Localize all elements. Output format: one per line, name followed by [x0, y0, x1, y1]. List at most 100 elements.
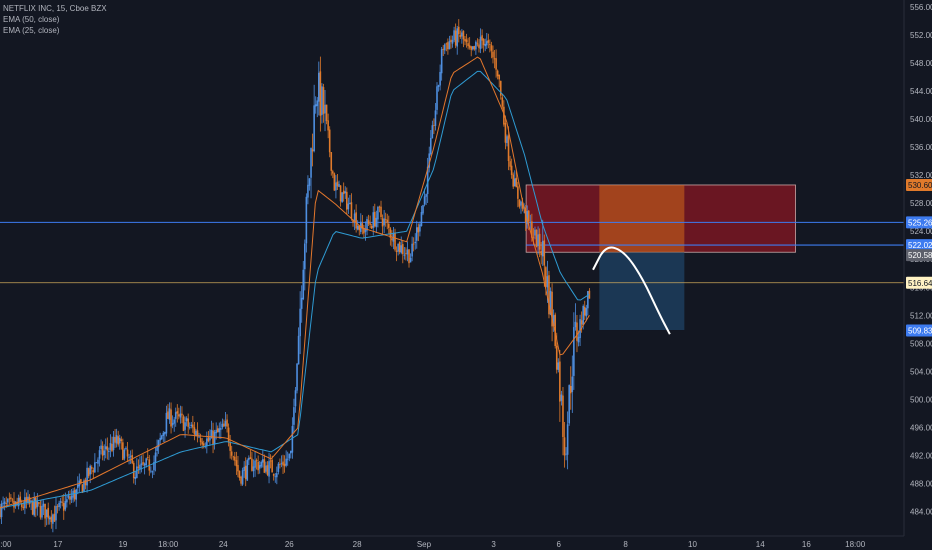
candle-body	[255, 459, 258, 462]
candle-body	[585, 308, 588, 317]
time-tick-label: 16	[802, 540, 811, 549]
candle-body	[170, 409, 172, 427]
candle	[517, 181, 519, 208]
candle-body	[167, 411, 169, 419]
candle-body	[499, 80, 502, 96]
candle-body	[350, 202, 353, 219]
candle	[310, 147, 312, 199]
candle-body	[415, 227, 418, 241]
ema50-line[interactable]	[0, 70, 590, 509]
candle-body	[353, 213, 356, 223]
candle	[104, 438, 107, 459]
candle-body	[106, 446, 109, 451]
candle-body	[363, 228, 365, 234]
candle	[322, 83, 325, 123]
price-tag[interactable]: 522.02	[906, 239, 932, 252]
candle-body	[484, 43, 487, 47]
projection-curve[interactable]	[592, 246, 671, 335]
time-tick-label: 6	[556, 540, 561, 549]
candle-body	[14, 501, 17, 507]
candle	[230, 445, 233, 460]
candle	[324, 89, 326, 132]
candle	[114, 428, 116, 448]
candle-body	[299, 308, 301, 337]
price-tag[interactable]: 525.26	[906, 216, 932, 229]
candle-body	[232, 456, 235, 458]
candle	[55, 496, 57, 530]
candle-body	[47, 507, 50, 519]
candle	[562, 387, 564, 456]
entry-highlight-zone[interactable]	[599, 184, 685, 253]
candle-body	[412, 243, 415, 245]
candle-body	[377, 207, 379, 220]
candle-body	[94, 462, 96, 473]
candle	[232, 455, 235, 461]
candle-body	[409, 257, 412, 263]
candle	[429, 130, 432, 156]
price-tag[interactable]: 516.64	[906, 276, 932, 289]
candle-body	[120, 439, 123, 442]
candle	[411, 236, 413, 262]
candle	[92, 467, 95, 479]
candle-body	[123, 449, 126, 459]
candle-body	[400, 245, 403, 253]
candle	[391, 230, 393, 247]
candle-body	[554, 314, 556, 346]
candle	[386, 213, 389, 230]
candle	[490, 41, 493, 59]
time-tick-label: 2:00	[0, 540, 12, 549]
candle-body	[543, 240, 546, 266]
legend-ema25[interactable]: EMA (25, close)	[3, 26, 60, 35]
candle-body	[288, 453, 291, 459]
price-tag[interactable]: 530.60	[906, 178, 932, 191]
candle	[151, 470, 154, 479]
candle	[243, 461, 245, 478]
price-tag[interactable]: 509.83	[906, 324, 932, 337]
candle-body	[286, 458, 289, 460]
price-tag[interactable]: 520.58	[906, 249, 932, 262]
take-profit-zone[interactable]	[599, 252, 685, 331]
candle	[286, 451, 289, 466]
candle	[101, 441, 104, 461]
candle	[328, 126, 331, 158]
candle-body	[28, 497, 31, 504]
candle	[143, 462, 146, 475]
candle	[353, 209, 356, 231]
price-tag-label: 525.26	[908, 218, 932, 227]
candle	[185, 416, 188, 427]
candle-body	[322, 87, 325, 114]
candle	[24, 489, 26, 515]
legend-symbol: NETFLIX INC, 15, Cboe BZX	[3, 4, 107, 13]
candle-body	[361, 223, 364, 229]
candle-body	[223, 423, 225, 427]
ema25-line[interactable]	[0, 56, 590, 509]
candle	[150, 466, 152, 474]
legend-ema50[interactable]: EMA (50, close)	[3, 15, 60, 24]
candle-body	[33, 498, 36, 516]
candle	[73, 487, 76, 502]
candle	[227, 423, 230, 447]
candle-body	[308, 178, 311, 186]
candle	[218, 422, 221, 439]
candle-body	[445, 43, 448, 45]
candle-body	[125, 447, 127, 450]
candle-body	[153, 462, 155, 471]
candle	[378, 205, 381, 213]
candle-body	[36, 501, 39, 508]
candle-body	[224, 421, 227, 427]
candle-body	[574, 321, 577, 328]
candle-body	[265, 465, 267, 472]
price-axis: 484.00 488.00 492.00 496.00 500.00 504.00 508.…	[903, 0, 932, 550]
candle-body	[246, 460, 249, 481]
candle	[279, 458, 281, 469]
candle	[339, 185, 342, 207]
time-tick-label: 19	[118, 540, 127, 549]
candle-body	[117, 436, 119, 445]
candle-body	[521, 202, 524, 209]
candle-body	[156, 446, 158, 451]
candle	[271, 455, 273, 473]
price-tag-bg	[906, 249, 932, 262]
candle	[0, 500, 3, 525]
candle-body	[467, 43, 469, 47]
